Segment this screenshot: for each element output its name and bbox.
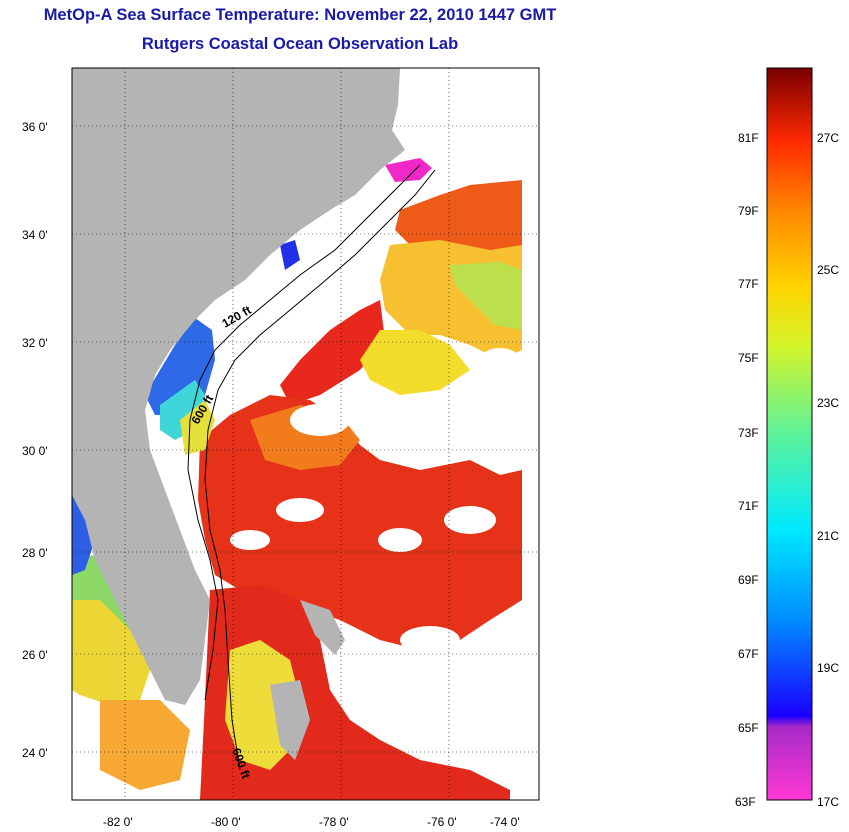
land-abaco xyxy=(300,600,345,655)
lat-label-34: 34 0' xyxy=(22,228,48,242)
f-label-77: 77F xyxy=(738,277,759,291)
contour-120ft xyxy=(187,164,421,701)
sst-yellow-gulf xyxy=(72,600,150,705)
sst-green-east xyxy=(450,262,522,330)
lat-label-30: 30 0' xyxy=(22,444,48,458)
map-title: MetOp-A Sea Surface Temperature: Novembe… xyxy=(43,6,557,24)
colorbar-gradient xyxy=(766,67,813,801)
map-subtitle: Rutgers Coastal Ocean Observation Lab xyxy=(141,35,459,53)
map-frame xyxy=(71,67,540,801)
c-label-23: 23C xyxy=(817,396,839,410)
f-label-65: 65F xyxy=(738,721,759,735)
lat-label-24: 24 0' xyxy=(22,746,48,760)
lat-label-26: 26 0' xyxy=(22,648,48,662)
f-label-71: 71F xyxy=(738,499,759,513)
contour-600ft xyxy=(204,169,436,771)
c-label-19: 19C xyxy=(817,661,839,675)
f-label-73: 73F xyxy=(738,426,759,440)
f-label-63: 63F xyxy=(735,795,756,809)
colorbar: 81F 79F 77F 75F 73F 71F 69F 67F 65F 63F … xyxy=(735,67,839,809)
lon-label-78: -78 0' xyxy=(319,815,349,829)
sst-magenta-cape xyxy=(385,158,432,182)
cloud-cover xyxy=(230,348,520,712)
lon-label-74: -74 0' xyxy=(490,815,520,829)
lon-label-82: -82 0' xyxy=(103,815,133,829)
f-label-69: 69F xyxy=(738,573,759,587)
land-us-east-coast xyxy=(72,68,405,705)
lon-label-80: -80 0' xyxy=(211,815,241,829)
f-label-81: 81F xyxy=(738,131,759,145)
land xyxy=(72,68,405,760)
land-andros-island xyxy=(270,680,310,760)
sst-orange-south-west xyxy=(100,700,190,790)
sst-blue-patch xyxy=(280,240,300,270)
colorbar-celsius-labels: 27C 25C 23C 21C 19C 17C xyxy=(817,131,839,809)
c-label-25: 25C xyxy=(817,263,839,277)
lat-label-32: 32 0' xyxy=(22,336,48,350)
colorbar-fahrenheit-labels: 81F 79F 77F 75F 73F 71F 69F 67F 65F 63F xyxy=(735,131,759,809)
c-label-21: 21C xyxy=(817,529,839,543)
map-panel: 120 ft 600 ft 600 ft xyxy=(72,68,539,800)
latitude-labels: 36 0' 34 0' 32 0' 30 0' 28 0' 26 0' 24 0… xyxy=(22,120,48,760)
f-label-67: 67F xyxy=(738,647,759,661)
lat-label-36: 36 0' xyxy=(22,120,48,134)
f-label-75: 75F xyxy=(738,351,759,365)
sst-yellow-central xyxy=(360,330,470,395)
c-label-27: 27C xyxy=(817,131,839,145)
lat-label-28: 28 0' xyxy=(22,546,48,560)
lon-label-76: -76 0' xyxy=(427,815,457,829)
longitude-labels: -82 0' -80 0' -78 0' -76 0' -74 0' xyxy=(103,815,520,829)
bathymetry-contours xyxy=(187,164,436,771)
f-label-79: 79F xyxy=(738,204,759,218)
c-label-17: 17C xyxy=(817,795,839,809)
sst-red-central xyxy=(280,300,385,405)
